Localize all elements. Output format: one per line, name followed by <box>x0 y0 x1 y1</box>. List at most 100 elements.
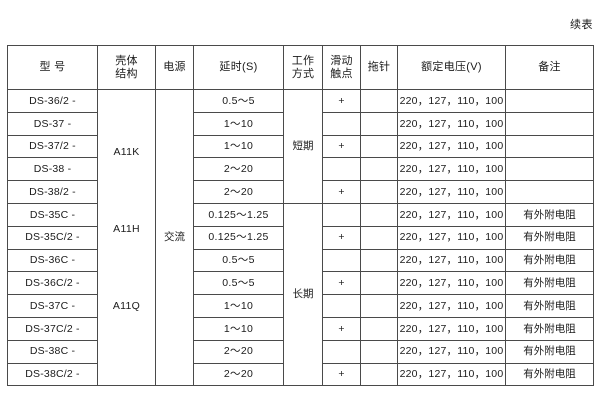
cell-delay: 0.5～5 <box>193 271 284 296</box>
cell-remark: 有外附电阻 <box>505 248 594 273</box>
shell-group-label: A11Q <box>112 300 141 313</box>
cell-model: DS-38/2 - <box>7 180 98 204</box>
cell-model: DS-37C/2 - <box>7 316 98 341</box>
spec-table-container: 型 号 壳体 结构 电源 延时(S) <box>7 45 594 387</box>
table-head: 型 号 壳体 结构 电源 延时(S) <box>7 45 594 90</box>
cell-delay: 0.125～1.25 <box>193 225 284 250</box>
cell-remark: 有外附电阻 <box>505 294 594 318</box>
col-header-mode-line-1: 工作 <box>291 54 315 67</box>
cell-rated-voltage: 220，127，110，100 <box>397 248 506 273</box>
cell-rated-voltage: 220，127，110，100 <box>397 271 506 296</box>
cell-slide-contact: + <box>322 180 361 204</box>
cell-delay: 2～20 <box>193 339 284 364</box>
cell-slide-contact: + <box>322 225 361 250</box>
cell-slide-contact <box>322 339 361 364</box>
table-row: DS-38C - 2～20 220，127，110，100 有外附电阻 <box>7 339 594 364</box>
cell-slide-contact <box>322 111 361 136</box>
cell-working-mode-merged: 短期 <box>283 89 323 204</box>
cell-drag-pointer <box>360 362 398 387</box>
cell-remark: 有外附电阻 <box>505 362 594 387</box>
cell-drag-pointer <box>360 339 398 364</box>
col-header-slide-line-1: 滑动 <box>330 54 353 67</box>
cell-drag-pointer <box>360 271 398 296</box>
cell-delay: 2～20 <box>193 362 284 387</box>
table-row: DS-36C - 0.5～5 220，127，110，100 有外附电阻 <box>7 248 594 273</box>
table-row: DS-37 - 1～10 220，127，110，100 <box>7 111 594 136</box>
cell-remark: 有外附电阻 <box>505 316 594 341</box>
col-header-model: 型 号 <box>7 45 98 90</box>
table-row: DS-37C - 1～10 220，127，110，100 有外附电阻 <box>7 294 594 318</box>
cell-drag-pointer <box>360 225 398 250</box>
col-header-delay: 延时(S) <box>193 45 284 90</box>
cell-drag-pointer <box>360 202 398 227</box>
col-header-voltage: 额定电压(V) <box>397 45 506 90</box>
cell-delay: 1～10 <box>193 134 284 159</box>
cell-slide-contact: + <box>322 89 361 113</box>
col-header-remark-line-1: 备注 <box>538 61 561 74</box>
cell-rated-voltage: 220，127，110，100 <box>397 111 506 136</box>
col-header-delay-line-1: 延时(S) <box>219 61 258 74</box>
col-header-power: 电源 <box>155 45 194 90</box>
cell-remark <box>505 180 594 204</box>
cell-model: DS-38C - <box>7 339 98 364</box>
cell-delay: 1～10 <box>193 294 284 318</box>
col-header-slide-contact: 滑动 触点 <box>322 45 361 90</box>
table-row: DS-38 - 2～20 220，127，110，100 <box>7 157 594 182</box>
cell-delay: 0.125～1.25 <box>193 202 284 227</box>
col-header-shell-line-2: 结构 <box>115 67 138 80</box>
cell-drag-pointer <box>360 157 398 182</box>
cell-delay: 2～20 <box>193 180 284 204</box>
cell-rated-voltage: 220，127，110，100 <box>397 294 506 318</box>
cell-slide-contact: + <box>322 362 361 387</box>
cell-model: DS-36C - <box>7 248 98 273</box>
col-header-mode: 工作 方式 <box>283 45 323 90</box>
cell-rated-voltage: 220，127，110，100 <box>397 202 506 227</box>
table-row: DS-36/2 - A11K A11H A11Q 交流 0.5～5 短期 +220，127，1… <box>7 88 594 387</box>
cell-slide-contact: + <box>322 316 361 341</box>
col-header-pointer: 拖针 <box>360 45 398 90</box>
cell-drag-pointer <box>360 180 398 204</box>
cell-remark: 有外附电阻 <box>505 202 594 227</box>
cell-delay: 0.5～5 <box>193 89 284 113</box>
table-row: DS-35C -0.125～1.25 长期 220，127，110，100 有外附电阻 <box>7 202 594 387</box>
cell-remark <box>505 134 594 159</box>
cell-rated-voltage: 220，127，110，100 <box>397 157 506 182</box>
cell-model: DS-38C/2 - <box>7 362 98 387</box>
cell-remark <box>505 111 594 136</box>
cell-model: DS-37C - <box>7 294 98 318</box>
shell-group-label: A11H <box>113 223 140 236</box>
table-row: DS-35C/2 - 0.125～1.25 +220，127，110，100 有外附电… <box>7 225 594 250</box>
cell-model: DS-38 - <box>7 157 98 182</box>
cell-delay: 0.5～5 <box>193 248 284 273</box>
cell-power-source-merged: 交流 <box>155 88 194 387</box>
cell-remark: 有外附电阻 <box>505 271 594 296</box>
continuation-label: 续表 <box>570 19 593 31</box>
table-header-row: 型 号 壳体 结构 电源 延时(S) <box>7 45 594 90</box>
cell-model: DS-36/2 - <box>7 89 98 113</box>
cell-rated-voltage: 220，127，110，100 <box>397 134 506 159</box>
col-header-slide-line-2: 触点 <box>330 67 353 80</box>
cell-remark: 有外附电阻 <box>505 225 594 250</box>
cell-remark <box>505 157 594 182</box>
cell-delay: 1～10 <box>193 316 284 341</box>
cell-model: DS-35C/2 - <box>7 225 98 250</box>
cell-slide-contact <box>322 294 361 318</box>
col-header-voltage-line-1: 额定电压(V) <box>421 61 482 74</box>
table-row: DS-37/2 - 1～10 +220，127，110，100 <box>7 134 594 159</box>
cell-rated-voltage: 220，127，110，100 <box>397 225 506 250</box>
table-body: DS-36/2 - A11K A11H A11Q 交流 0.5～5 短期 +220，127，1… <box>7 88 594 387</box>
cell-slide-contact <box>322 248 361 273</box>
cell-model: DS-36C/2 - <box>7 271 98 296</box>
cell-remark: 有外附电阻 <box>505 339 594 364</box>
cell-model: DS-37 - <box>7 111 98 136</box>
cell-rated-voltage: 220，127，110，100 <box>397 339 506 364</box>
cell-rated-voltage: 220，127，110，100 <box>397 316 506 341</box>
cell-model: DS-35C - <box>7 202 98 227</box>
table-row: DS-38C/2 - 2～20 +220，127，110，100 有外附电阻 <box>7 362 594 387</box>
cell-drag-pointer <box>360 316 398 341</box>
cell-model: DS-37/2 - <box>7 134 98 159</box>
cell-working-mode-merged: 长期 <box>283 202 323 387</box>
cell-slide-contact: + <box>322 134 361 159</box>
cell-drag-pointer <box>360 111 398 136</box>
cell-slide-contact: + <box>322 271 361 296</box>
